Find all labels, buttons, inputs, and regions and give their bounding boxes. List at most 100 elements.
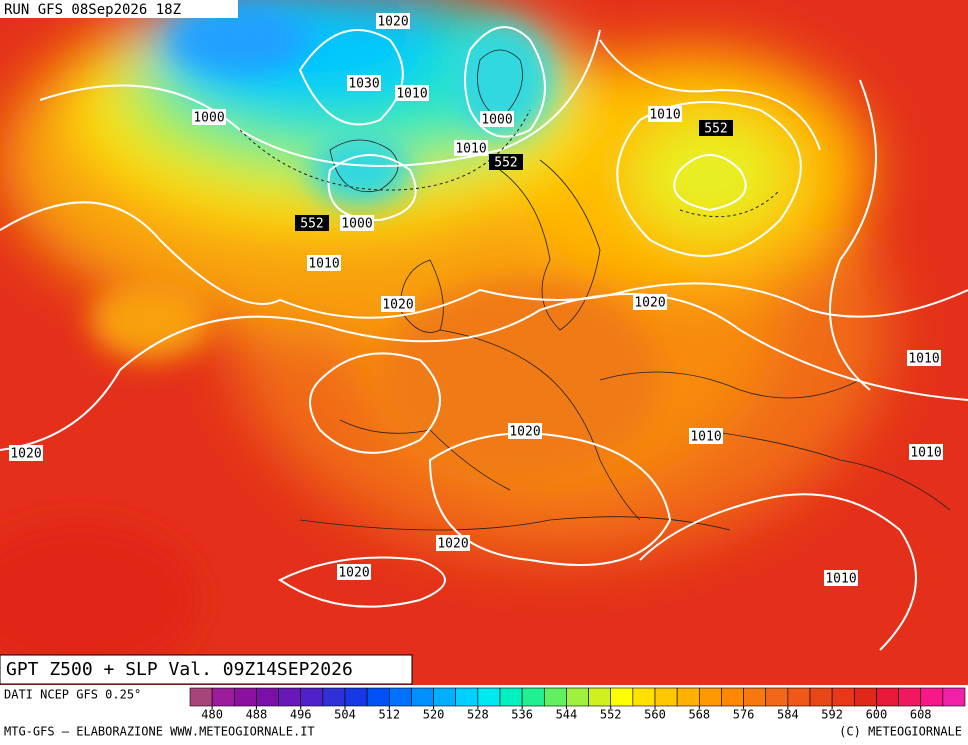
pressure-label-box [824,570,858,586]
colorbar-tick-label: 488 [246,708,268,722]
colorbar-swatch [433,687,457,707]
colorbar-swatch [278,687,302,707]
colorbar-swatch [233,687,257,707]
pressure-label-box [689,428,723,444]
pressure-label-box [648,106,682,122]
height-label-box [489,154,523,170]
pressure-label: 1000 [341,217,372,232]
colorbar-tick-label: 552 [600,708,622,722]
colorbar-swatch [366,687,390,707]
z500-contour [239,109,531,191]
pressure-label: 1020 [437,537,468,552]
colorbar-tick-label: 512 [378,708,400,722]
colorbar-swatch [499,687,523,707]
colorbar-swatch [610,687,634,707]
height-label: 552 [300,217,323,232]
height-label: 552 [704,122,727,137]
colorbar-swatch [809,687,833,707]
colorbar-swatch [920,687,944,707]
height-label-box [295,215,329,231]
pressure-label-box [381,296,415,312]
pressure-label-box [508,423,542,439]
pressure-label-box [376,13,410,29]
z500-contour [679,189,781,218]
colorbar-swatch [388,687,412,707]
map-title: GPT Z500 + SLP Val. 09Z14SEP2026 [6,659,353,680]
pressure-label: 1020 [509,425,540,440]
pressure-label: 1020 [377,15,408,30]
colorbar-tick-label: 504 [334,708,356,722]
colorbar-swatch [698,687,722,707]
colorbar-tick-label: 560 [644,708,666,722]
pressure-label-box [454,140,488,156]
coastlines [299,49,951,531]
pressure-label-box [340,215,374,231]
pressure-label: 1010 [308,257,339,272]
pressure-label-box [395,85,429,101]
credit-left: MTG-GFS — ELABORAZIONE WWW.METEOGIORNALE… [4,725,315,739]
height-label-box [699,120,733,136]
colorbar-swatch [455,687,479,707]
colorbar-swatch [189,687,213,707]
colorbar-swatch [787,687,811,707]
map-field: 1020 1030 1010 1000 1000 1010 1010 1000 1010 1020… [0,0,968,685]
colorbar-swatch [256,687,279,707]
colorbar-tick-label: 592 [821,708,843,722]
pressure-label: 1010 [825,572,856,587]
pressure-label-box [347,75,381,91]
colorbar-tick-label: 576 [733,708,755,722]
colorbar-swatch [411,687,434,707]
colorbar-tick-label: 480 [201,708,223,722]
colorbar-swatch [300,687,324,707]
colorbar-swatch [344,687,368,707]
colorbar-tick-label: 536 [511,708,533,722]
source: DATI NCEP GFS 0.25° [4,688,141,702]
colorbar-swatch [721,687,744,707]
pressure-label: 1010 [396,87,427,102]
pressure-label-box [436,535,470,551]
isobars [0,26,968,651]
colorbar-tick-label: 600 [866,708,888,722]
pressure-label: 1010 [455,142,486,157]
height-label: 552 [494,156,517,171]
colorbar-swatch [654,687,678,707]
pressure-label: 1030 [348,77,379,92]
colorbar-swatch [743,687,767,707]
colorbar-swatch [898,687,922,707]
colorbar-tick-label: 584 [777,708,799,722]
colorbar-swatch [322,687,346,707]
colorbar-swatch [543,687,567,707]
colorbar-tick-label: 520 [423,708,445,722]
pressure-label: 1010 [908,352,939,367]
credit-right: (C) METEOGIORNALE [839,725,962,739]
run-label: RUN GFS 08Sep2026 18Z [4,2,181,18]
pressure-label: 1010 [649,108,680,123]
colorbar-tick-label: 568 [688,708,710,722]
colorbar-swatch [876,687,899,707]
colorbar-swatch [765,687,789,707]
pressure-label: 1000 [193,111,224,126]
pressure-label: 1020 [634,296,665,311]
pressure-label-box [192,109,226,125]
map-title-box [0,654,413,685]
pressure-label: 1010 [690,430,721,445]
colorbar-tick-label: 496 [290,708,312,722]
run-label-box [0,0,238,18]
colorbar-swatch [566,687,589,707]
pressure-label-box [337,564,371,580]
colorbar-swatch [942,687,966,707]
contour-labels: 1020 1030 1010 1000 1000 1010 1010 1000 1010 1020… [9,13,943,587]
colorbar-swatch [211,687,235,707]
colorbar-swatch [676,687,700,707]
colorbar-swatch [588,687,612,707]
pressure-label: 1000 [481,113,512,128]
colorbar: 480 488 496 504 512 520 528 536 544 552 560 568 576 5… [189,687,966,722]
pressure-label-box [307,255,341,271]
pressure-label: 1010 [910,446,941,461]
pressure-label: 1020 [10,447,41,462]
colorbar-swatch [477,687,501,707]
pressure-label: 1020 [382,298,413,313]
pressure-label: 1020 [338,566,369,581]
